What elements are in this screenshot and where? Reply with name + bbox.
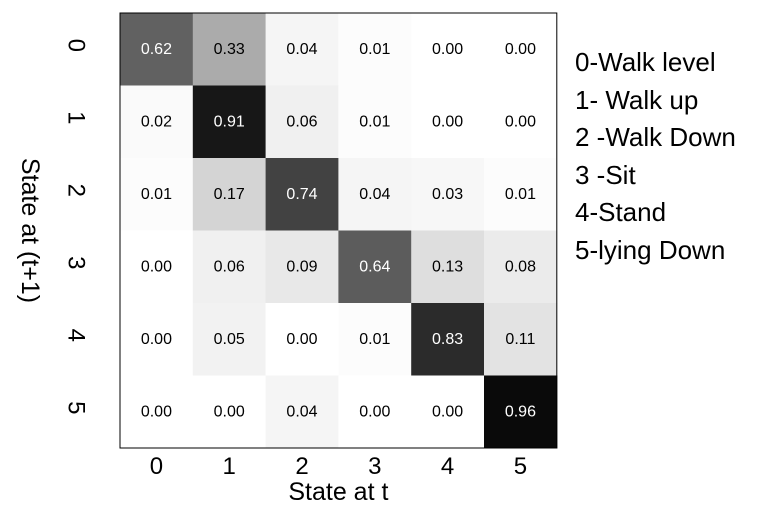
cell-value-label: 0.64 bbox=[359, 258, 390, 275]
heatmap-cell bbox=[192, 158, 267, 231]
x-axis-label: State at t bbox=[288, 478, 388, 506]
y-tick-label: 4 bbox=[63, 329, 90, 342]
legend-entry: 5-lying Down bbox=[575, 234, 726, 265]
cell-value-label: 0.01 bbox=[359, 331, 390, 348]
heatmap-cell bbox=[120, 85, 194, 159]
cell-value-label: 0.00 bbox=[432, 403, 463, 420]
heatmap-cell bbox=[338, 375, 412, 449]
x-tick-label: 1 bbox=[223, 453, 236, 480]
cell-value-label: 0.00 bbox=[141, 331, 172, 348]
cell-value-label: 0.00 bbox=[141, 403, 172, 420]
heatmap-cell bbox=[265, 85, 339, 159]
heatmap-cell bbox=[192, 303, 267, 376]
heatmap-cell bbox=[120, 375, 194, 449]
cell-value-label: 0.05 bbox=[214, 331, 245, 348]
cell-value-label: 0.01 bbox=[359, 41, 390, 58]
heatmap-cell bbox=[120, 13, 194, 86]
cell-value-label: 0.74 bbox=[286, 186, 317, 203]
heatmap-cell bbox=[411, 13, 485, 86]
cell-value-label: 0.91 bbox=[214, 113, 245, 130]
cell-value-label: 0.00 bbox=[141, 258, 172, 275]
cell-value-label: 0.00 bbox=[505, 113, 536, 130]
heatmap-cell bbox=[338, 303, 412, 376]
heatmap-cell bbox=[484, 158, 558, 231]
heatmap-cell bbox=[411, 158, 485, 231]
legend-entry: 4-Stand bbox=[575, 197, 667, 227]
cell-value-label: 0.00 bbox=[286, 331, 317, 348]
heatmap-cell bbox=[265, 158, 339, 231]
plot-frame bbox=[119, 12, 558, 449]
heatmap-cell bbox=[411, 375, 485, 449]
legend-entry: 0-Walk level bbox=[575, 47, 716, 77]
cell-value-label: 0.83 bbox=[432, 331, 463, 348]
heatmap-cell bbox=[411, 303, 485, 376]
x-tick-label: 4 bbox=[441, 453, 454, 480]
heatmap-cell bbox=[484, 230, 558, 304]
state-legend: 0-Walk level 1- Walk up 2 -Walk Down 3 -… bbox=[575, 44, 736, 269]
heatmap-cell bbox=[120, 230, 194, 304]
cell-value-label: 0.01 bbox=[141, 186, 172, 203]
cell-value-label: 0.00 bbox=[505, 41, 536, 58]
y-tick-label: 3 bbox=[63, 256, 90, 269]
cell-value-label: 0.03 bbox=[432, 186, 463, 203]
cell-value-label: 0.04 bbox=[286, 41, 317, 58]
cell-value-label: 0.04 bbox=[359, 186, 390, 203]
heatmap-cell bbox=[484, 85, 558, 159]
heatmap-cell bbox=[265, 230, 339, 304]
heatmap-cell bbox=[338, 85, 412, 159]
cell-value-label: 0.96 bbox=[505, 403, 536, 420]
x-tick-label: 5 bbox=[514, 453, 527, 480]
heatmap-cell bbox=[192, 85, 267, 159]
x-tick-label: 0 bbox=[150, 453, 163, 480]
cell-value-label: 0.33 bbox=[214, 41, 245, 58]
cell-value-label: 0.17 bbox=[214, 186, 245, 203]
heatmap-cell bbox=[192, 375, 267, 449]
cell-value-label: 0.06 bbox=[214, 258, 245, 275]
heatmap-cell bbox=[192, 230, 267, 304]
cell-value-label: 0.00 bbox=[214, 403, 245, 420]
heatmap-cell bbox=[265, 13, 339, 86]
legend-entry: 3 -Sit bbox=[575, 159, 636, 190]
heatmap-cell bbox=[120, 303, 194, 376]
y-tick-label: 1 bbox=[63, 111, 90, 124]
legend-entry: 1- Walk up bbox=[575, 84, 699, 115]
y-tick-label: 2 bbox=[63, 184, 90, 197]
y-axis-label: State at (t+1) bbox=[16, 158, 44, 303]
cell-value-label: 0.09 bbox=[286, 258, 317, 275]
cell-value-label: 0.01 bbox=[359, 113, 390, 130]
cell-value-label: 0.01 bbox=[505, 186, 536, 203]
heatmap-cell bbox=[338, 158, 412, 231]
heatmap-cell bbox=[484, 13, 558, 86]
y-tick-label: 5 bbox=[63, 401, 90, 414]
heatmap-cell bbox=[338, 230, 412, 304]
cell-value-label: 0.00 bbox=[432, 113, 463, 130]
heatmap-cell bbox=[120, 158, 194, 231]
tick-labels: 0 1 2 3 4 5 0 1 2 3 4 5 bbox=[63, 39, 528, 480]
cell-value-label: 0.00 bbox=[359, 403, 390, 420]
heatmap-cell bbox=[484, 375, 558, 449]
cell-value-label: 0.62 bbox=[141, 41, 172, 58]
cell-value-label: 0.06 bbox=[286, 113, 317, 130]
legend-entry: 2 -Walk Down bbox=[575, 122, 736, 152]
heatmap-cell bbox=[265, 303, 339, 376]
heatmap-cell bbox=[411, 85, 485, 159]
cell-value-label: 0.04 bbox=[286, 403, 317, 420]
cell-value-label: 0.08 bbox=[505, 258, 536, 275]
cell-value-label: 0.00 bbox=[432, 41, 463, 58]
heatmap-cell bbox=[484, 303, 558, 376]
x-tick-label: 3 bbox=[368, 453, 381, 480]
cell-value-label: 0.13 bbox=[432, 258, 463, 275]
heatmap-cells: 0.62 0.33 0.04 0.01 0.00 0.00 0.02 0.91 0.06 0.01… bbox=[120, 13, 558, 449]
heatmap-cell bbox=[265, 375, 339, 449]
x-tick-label: 2 bbox=[295, 453, 308, 480]
heatmap-cell bbox=[338, 13, 412, 86]
heatmap-cell bbox=[192, 13, 267, 86]
cell-value-label: 0.11 bbox=[505, 331, 535, 348]
y-tick-label: 0 bbox=[63, 39, 90, 52]
cell-value-label: 0.02 bbox=[141, 113, 172, 130]
heatmap-cell bbox=[411, 230, 485, 304]
